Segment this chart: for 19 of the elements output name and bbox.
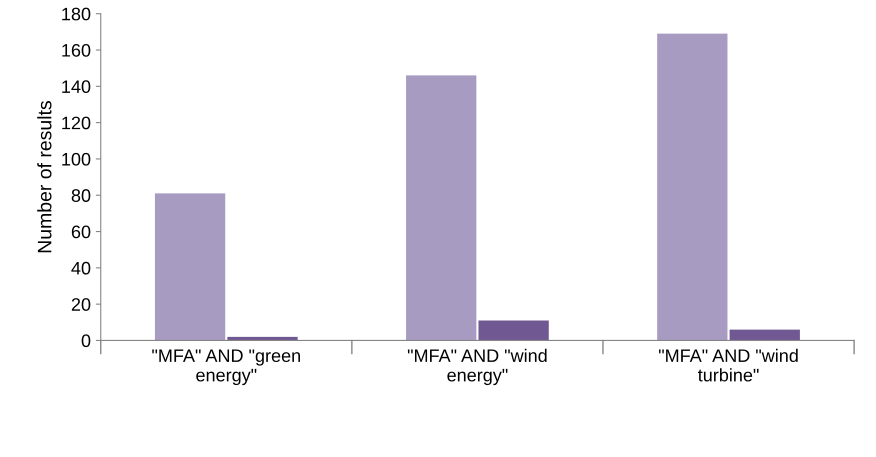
y-tick-label: 140 bbox=[62, 80, 90, 94]
y-tick-label: 80 bbox=[72, 189, 90, 202]
bar bbox=[478, 320, 549, 340]
y-tick-label: 160 bbox=[62, 44, 90, 57]
y-tick-label: 0 bbox=[82, 334, 90, 348]
x-tick-label: "MFA" AND "wind energy" bbox=[408, 348, 547, 386]
y-tick-label: 100 bbox=[62, 152, 90, 166]
y-axis-title: Number of results bbox=[37, 101, 52, 252]
bar bbox=[406, 75, 476, 340]
y-tick-label: 40 bbox=[71, 262, 90, 275]
bar bbox=[730, 330, 800, 340]
bar bbox=[154, 193, 226, 340]
y-tick-label: 60 bbox=[72, 225, 90, 238]
y-tick-label: 180 bbox=[62, 8, 90, 20]
y-tick-label: 20 bbox=[72, 298, 90, 311]
bar bbox=[657, 34, 728, 340]
x-tick-label: "MFA" AND "green energy" bbox=[152, 349, 300, 386]
y-tick-label: 120 bbox=[62, 116, 90, 130]
x-tick-label: "MFA" AND "wind turbine" bbox=[658, 348, 798, 382]
